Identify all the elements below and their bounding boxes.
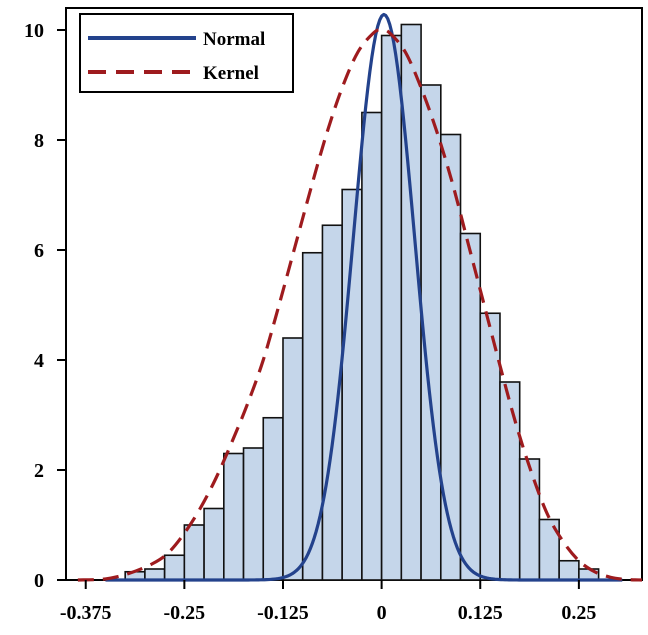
histogram-bar (479, 312, 501, 581)
kernel-curve (77, 28, 643, 582)
histogram-bar (223, 452, 245, 581)
y-tick-label: 8 (34, 130, 44, 152)
legend: Normal Kernel (79, 13, 294, 93)
x-tick-label: -0.375 (60, 602, 112, 624)
x-tick-label: 0 (377, 602, 387, 624)
y-tick-label: 4 (34, 350, 44, 372)
histogram-bar (301, 251, 324, 581)
axes: -0.375 -0.25 -0.125 0 0.125 0.25 0 2 4 6 8 10 (24, 20, 596, 624)
legend-label-kernel: Kernel (203, 63, 259, 84)
histogram-bar (163, 554, 186, 581)
y-tick-label: 10 (24, 20, 44, 42)
histogram-bar (499, 381, 521, 581)
histogram-bar (203, 507, 225, 581)
y-tick-label: 6 (34, 240, 44, 262)
histogram-bar (361, 111, 383, 581)
histogram-bar (518, 458, 541, 581)
histogram-bar (262, 416, 284, 581)
histogram-bar (459, 232, 482, 581)
histogram-bar (400, 23, 422, 581)
normal-curve (105, 12, 623, 582)
x-tick-label: 0.25 (561, 602, 596, 624)
density-curves (77, 12, 643, 582)
legend-label-normal: Normal (203, 29, 265, 50)
histogram-bar (380, 34, 403, 581)
histogram-bar (144, 568, 166, 581)
histogram-bar (183, 524, 205, 581)
histogram-bar (321, 224, 343, 581)
legend-box (79, 13, 294, 93)
x-tick-label: -0.25 (164, 602, 206, 624)
histogram-bar (558, 559, 580, 581)
x-tick-label: -0.125 (257, 602, 309, 624)
histogram-bar (282, 337, 304, 581)
histogram-bar (242, 447, 265, 581)
histogram-bars (124, 23, 600, 581)
y-tick-label: 2 (34, 460, 44, 482)
y-tick-label: 0 (34, 570, 44, 592)
x-tick-label: 0.125 (458, 602, 503, 624)
